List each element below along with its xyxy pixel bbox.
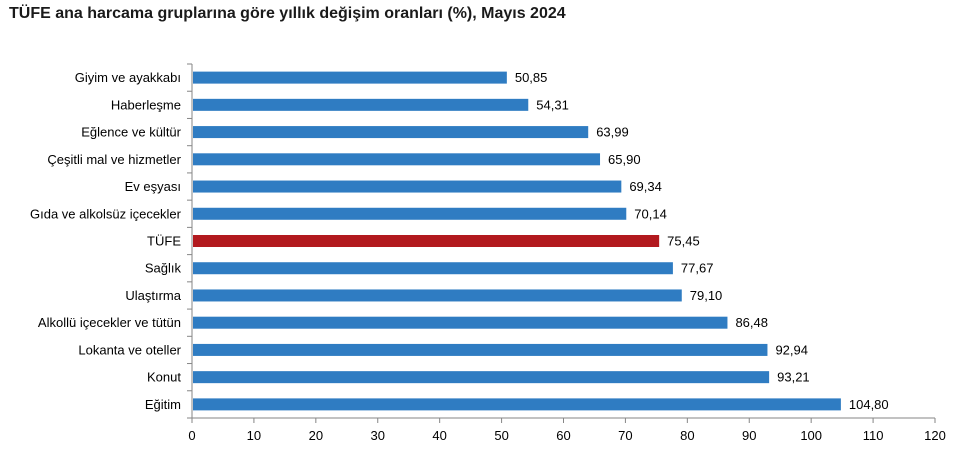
bar bbox=[193, 316, 728, 329]
bar bbox=[193, 153, 601, 166]
x-tick-label: 100 bbox=[800, 428, 822, 443]
data-label: 79,10 bbox=[690, 288, 723, 303]
x-tick-label: 60 bbox=[556, 428, 570, 443]
bar bbox=[193, 126, 589, 139]
category-label: Giyim ve ayakkabı bbox=[75, 70, 181, 85]
bar bbox=[193, 262, 673, 275]
bar bbox=[193, 71, 507, 84]
x-tick-label: 70 bbox=[618, 428, 632, 443]
bar bbox=[193, 371, 770, 384]
bar bbox=[193, 398, 841, 411]
category-label: Ulaştırma bbox=[125, 288, 181, 303]
category-label: Ev eşyası bbox=[125, 179, 181, 194]
data-label: 70,14 bbox=[634, 206, 667, 221]
x-tick-label: 20 bbox=[309, 428, 323, 443]
x-tick-label: 50 bbox=[494, 428, 508, 443]
bar bbox=[193, 98, 529, 111]
data-label: 92,94 bbox=[775, 342, 808, 357]
x-tick-label: 80 bbox=[680, 428, 694, 443]
data-label: 65,90 bbox=[608, 152, 641, 167]
data-label: 75,45 bbox=[667, 234, 700, 249]
data-label: 54,31 bbox=[536, 97, 569, 112]
category-label: TÜFE bbox=[147, 234, 181, 249]
data-label: 69,34 bbox=[629, 179, 662, 194]
x-tick-label: 30 bbox=[371, 428, 385, 443]
category-label: Alkollü içecekler ve tütün bbox=[38, 315, 181, 330]
data-label: 63,99 bbox=[596, 125, 629, 140]
category-label: Haberleşme bbox=[111, 97, 181, 112]
data-label: 50,85 bbox=[515, 70, 548, 85]
data-label: 93,21 bbox=[777, 370, 810, 385]
bar bbox=[193, 207, 627, 220]
x-tick-label: 110 bbox=[863, 428, 884, 443]
category-label: Çeşitli mal ve hizmetler bbox=[47, 152, 181, 167]
bar bbox=[193, 343, 768, 356]
x-tick-label: 90 bbox=[742, 428, 756, 443]
data-label: 86,48 bbox=[735, 315, 768, 330]
bar bbox=[193, 180, 622, 193]
category-label: Eğlence ve kültür bbox=[81, 125, 181, 140]
x-tick-label: 0 bbox=[188, 428, 195, 443]
bar bbox=[193, 289, 682, 302]
x-tick-label: 10 bbox=[247, 428, 261, 443]
data-label: 104,80 bbox=[849, 397, 889, 412]
category-label: Sağlık bbox=[145, 261, 182, 276]
data-label: 77,67 bbox=[681, 261, 714, 276]
category-label: Konut bbox=[147, 370, 181, 385]
x-tick-label: 120 bbox=[924, 428, 946, 443]
category-label: Eğitim bbox=[145, 397, 181, 412]
chart-title: TÜFE ana harcama gruplarına göre yıllık … bbox=[9, 5, 566, 22]
bar-highlight bbox=[193, 235, 660, 247]
x-tick-label: 40 bbox=[432, 428, 446, 443]
category-label: Gıda ve alkolsüz içecekler bbox=[30, 206, 182, 221]
category-label: Lokanta ve oteller bbox=[78, 342, 181, 357]
